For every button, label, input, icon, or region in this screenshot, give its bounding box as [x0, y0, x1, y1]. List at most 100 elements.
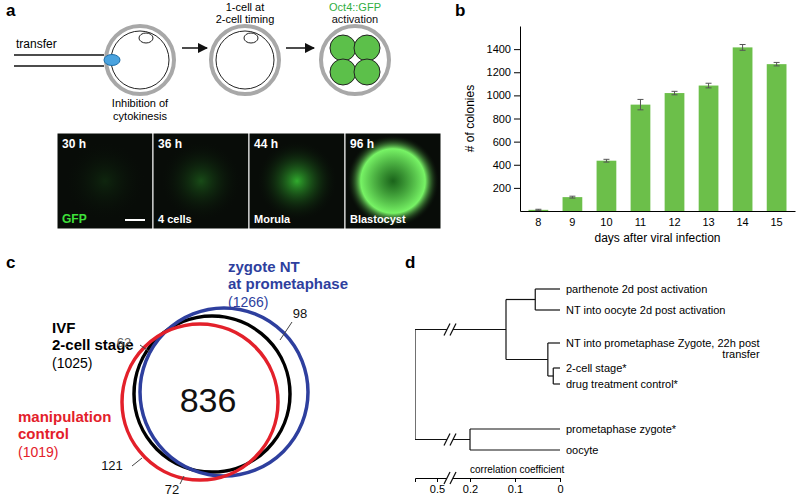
branch [470, 449, 560, 450]
region-leader [180, 476, 184, 484]
x-axis-line [521, 211, 796, 212]
set-label: at prometaphase [228, 275, 348, 292]
y-tick-label: 1200 [487, 66, 511, 78]
bar [529, 210, 549, 211]
bar [665, 93, 685, 211]
y-axis-title: # of colonies [463, 85, 477, 152]
axis-break [444, 472, 456, 484]
stage-caption: Morula [254, 213, 291, 225]
region-count: 98 [293, 306, 307, 321]
x-tick: 0.5 [430, 478, 445, 495]
panel-label: d [405, 253, 415, 272]
axis-break-stroke [450, 472, 456, 484]
x-tick: 0.1 [508, 478, 523, 495]
error-line [708, 83, 709, 88]
error-cap [569, 198, 575, 199]
branch [415, 329, 506, 330]
x-tick: 15 [770, 211, 782, 228]
arrow [286, 47, 314, 49]
y-axis: 200400600800100012001400 [487, 27, 521, 212]
x-tick-label: 0.5 [430, 483, 445, 495]
x-tick-mark [560, 478, 561, 482]
x-tick: 9 [569, 211, 575, 228]
bar [597, 161, 617, 211]
x-axis: 89101112131415 [521, 211, 796, 228]
polar-body [244, 33, 258, 43]
y-tick: 1200 [487, 66, 520, 78]
y-tick-mark [514, 49, 520, 50]
stage-label: 1-cell at [226, 1, 265, 13]
x-tick-label: 0 [557, 483, 563, 495]
embryo-glow [161, 141, 241, 221]
bar [699, 86, 719, 211]
cell [216, 31, 274, 89]
branch [535, 288, 560, 289]
x-tick: 14 [736, 211, 748, 228]
node-link [415, 330, 416, 440]
axis-break-gap [447, 434, 453, 446]
panel-label: c [6, 253, 15, 272]
time-label: 96 h [350, 137, 374, 151]
y-tick-label: 800 [493, 113, 511, 125]
y-tick: 800 [493, 113, 520, 125]
leaf-label: NT into oocyte 2d post activation [566, 304, 725, 316]
set-label: zygote NT [228, 258, 300, 275]
y-tick-label: 600 [493, 136, 511, 148]
error-bar [706, 83, 712, 88]
error-bar [774, 62, 780, 65]
leaf-labels: parthenote 2d post activation NT into ooc… [566, 283, 760, 456]
error-bar [535, 209, 541, 210]
y-tick-mark [514, 119, 520, 120]
y-tick: 200 [493, 182, 520, 194]
bar [767, 64, 787, 211]
time-label: 44 h [254, 137, 278, 151]
error-cap [535, 210, 541, 211]
region-count: 121 [101, 458, 123, 473]
x-tick: 0 [557, 478, 563, 495]
y-tick-mark [514, 188, 520, 189]
error-cap [706, 87, 712, 88]
panel-d: parthenote 2d post activation NT into ooc… [415, 283, 760, 495]
error-cap [672, 94, 678, 95]
error-cap [774, 62, 780, 63]
x-axis-title: correlation coefficient [470, 464, 565, 475]
leaf-label: drug treatment control* [566, 378, 679, 390]
set-label: manipulation [18, 408, 111, 425]
x-tick: 8 [535, 211, 541, 228]
x-tick-label: 0.2 [463, 483, 478, 495]
x-tick-label: 12 [668, 216, 680, 228]
error-cap [740, 44, 746, 45]
stage-caption: Blastocyst [350, 213, 406, 225]
bar [563, 197, 583, 211]
y-tick: 400 [493, 159, 520, 171]
x-tick-label: 13 [702, 216, 714, 228]
embryo-glow [347, 135, 439, 227]
error-cap [672, 91, 678, 92]
embryo-glow [257, 141, 337, 221]
micrograph [57, 133, 153, 229]
pipette [14, 54, 104, 56]
region-count: 62 [117, 335, 131, 350]
axis-break-gap [447, 472, 453, 484]
y-tick-mark [514, 95, 520, 96]
time-label: 30 h [62, 137, 86, 151]
x-tick-label: 14 [736, 216, 748, 228]
x-tick-mark [515, 478, 516, 482]
axis-break [444, 324, 456, 336]
error-cap [603, 159, 609, 160]
y-tick-mark [514, 72, 520, 73]
bar [631, 105, 651, 211]
activation-label: Oct4::GFP [329, 1, 381, 13]
panel-b: 20040060080010001200140089101112131415da… [463, 27, 796, 246]
leaf-label: parthenote 2d post activation [566, 283, 707, 295]
error-line [776, 62, 777, 65]
x-tick-label: 0.1 [508, 483, 523, 495]
nucleus-transfer [104, 55, 120, 66]
axis-break-stroke [450, 434, 456, 446]
set-count: (1019) [18, 444, 58, 460]
y-tick: 1400 [487, 43, 520, 55]
pipette [14, 65, 104, 67]
panel-label: a [6, 1, 16, 20]
figure: abcdtransferInhibition ofcytokinesis1-ce… [0, 0, 800, 503]
branch [506, 299, 535, 300]
